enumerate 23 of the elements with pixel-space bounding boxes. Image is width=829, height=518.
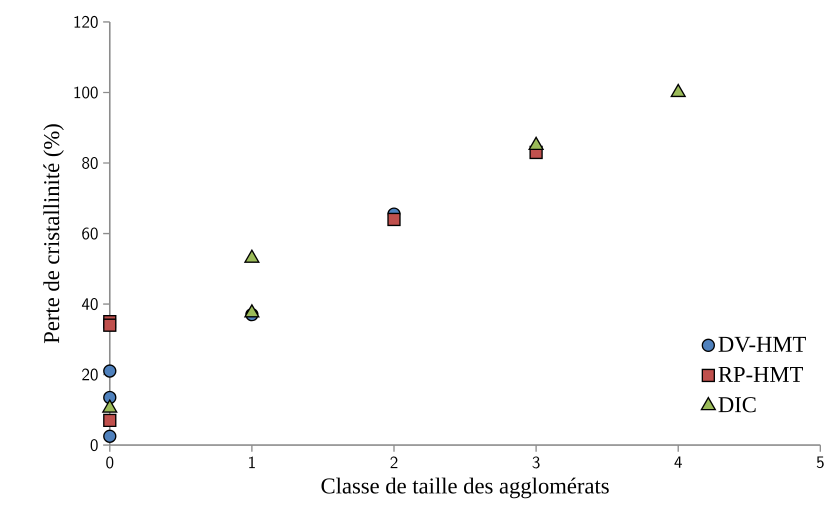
- point: [103, 364, 116, 378]
- y-tick-label: 0: [90, 439, 98, 452]
- x-axis-title: Classe de taille des agglomérats: [321, 478, 609, 498]
- point: [103, 430, 116, 443]
- y-tick-label: 80: [82, 157, 98, 170]
- x-tick-label: 3: [532, 456, 540, 469]
- x-tick-label: 0: [106, 456, 114, 469]
- point: [103, 318, 116, 332]
- x-tick-label: 1: [249, 456, 255, 468]
- x-tick-label: 4: [674, 456, 682, 468]
- y-tick-label: 40: [82, 298, 98, 310]
- y-tick-label: 20: [82, 368, 98, 381]
- y-tick-label: 60: [82, 228, 98, 240]
- legend-label: DV-HMT: [718, 336, 806, 352]
- y-axis-title: Perte de cristallinité (%): [43, 124, 64, 344]
- legend-label: RP-HMT: [718, 367, 803, 382]
- x-tick-label: 5: [816, 456, 824, 468]
- point: [387, 212, 401, 226]
- x-tick-label: 2: [390, 456, 398, 468]
- legend-label: DIC: [718, 397, 756, 412]
- y-tick-label: 120: [74, 16, 98, 28]
- point: [103, 414, 116, 428]
- y-tick-label: 100: [74, 86, 98, 99]
